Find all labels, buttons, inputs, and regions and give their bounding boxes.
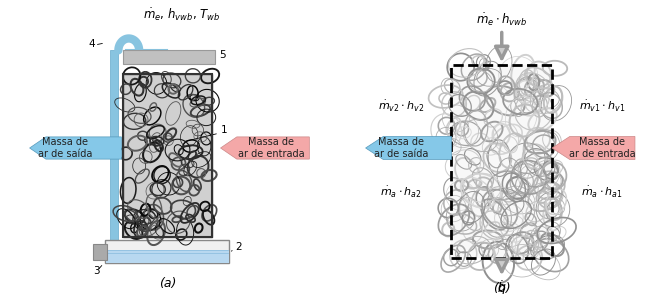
FancyArrow shape [552, 136, 635, 160]
Text: $\dot{m}_{v2} \cdot h_{v2}$: $\dot{m}_{v2} \cdot h_{v2}$ [378, 99, 424, 114]
Text: Massa de
ar de entrada: Massa de ar de entrada [237, 137, 304, 159]
Bar [123, 74, 211, 237]
FancyArrow shape [221, 137, 309, 159]
Bar [106, 250, 229, 263]
Text: Massa de
ar de saída: Massa de ar de saída [38, 137, 92, 159]
Text: $\dot{m}_a \cdot h_{a2}$: $\dot{m}_a \cdot h_{a2}$ [380, 185, 422, 200]
Text: (b): (b) [493, 281, 510, 295]
Text: $\dot{m}_a \cdot h_{a1}$: $\dot{m}_a \cdot h_{a1}$ [581, 185, 624, 200]
Text: 3: 3 [93, 266, 100, 276]
Bar [123, 74, 211, 237]
Text: Massa de
ar de saída: Massa de ar de saída [374, 137, 428, 159]
Text: $\dot{m}_e$, $h_{vwb}$, $T_{wb}$: $\dot{m}_e$, $h_{vwb}$, $T_{wb}$ [143, 7, 221, 23]
Text: (a): (a) [159, 277, 176, 290]
Text: $\dot{m}_e \cdot h_{vwb}$: $\dot{m}_e \cdot h_{vwb}$ [476, 11, 527, 28]
FancyArrow shape [365, 136, 452, 160]
Text: 2: 2 [235, 242, 242, 252]
Bar [452, 65, 552, 258]
Bar [110, 50, 118, 252]
Text: 5: 5 [219, 50, 225, 60]
Bar [452, 65, 552, 258]
Text: 4: 4 [89, 39, 96, 49]
Text: Massa de
ar de entrada: Massa de ar de entrada [569, 137, 636, 159]
Text: $\dot{m}_{v1} \cdot h_{v1}$: $\dot{m}_{v1} \cdot h_{v1}$ [579, 99, 626, 114]
FancyArrow shape [29, 137, 121, 159]
Text: $\dot{q}$: $\dot{q}$ [497, 280, 506, 296]
Bar [123, 50, 215, 64]
Bar [105, 240, 229, 263]
Bar [93, 244, 106, 260]
Text: 1: 1 [221, 125, 227, 135]
